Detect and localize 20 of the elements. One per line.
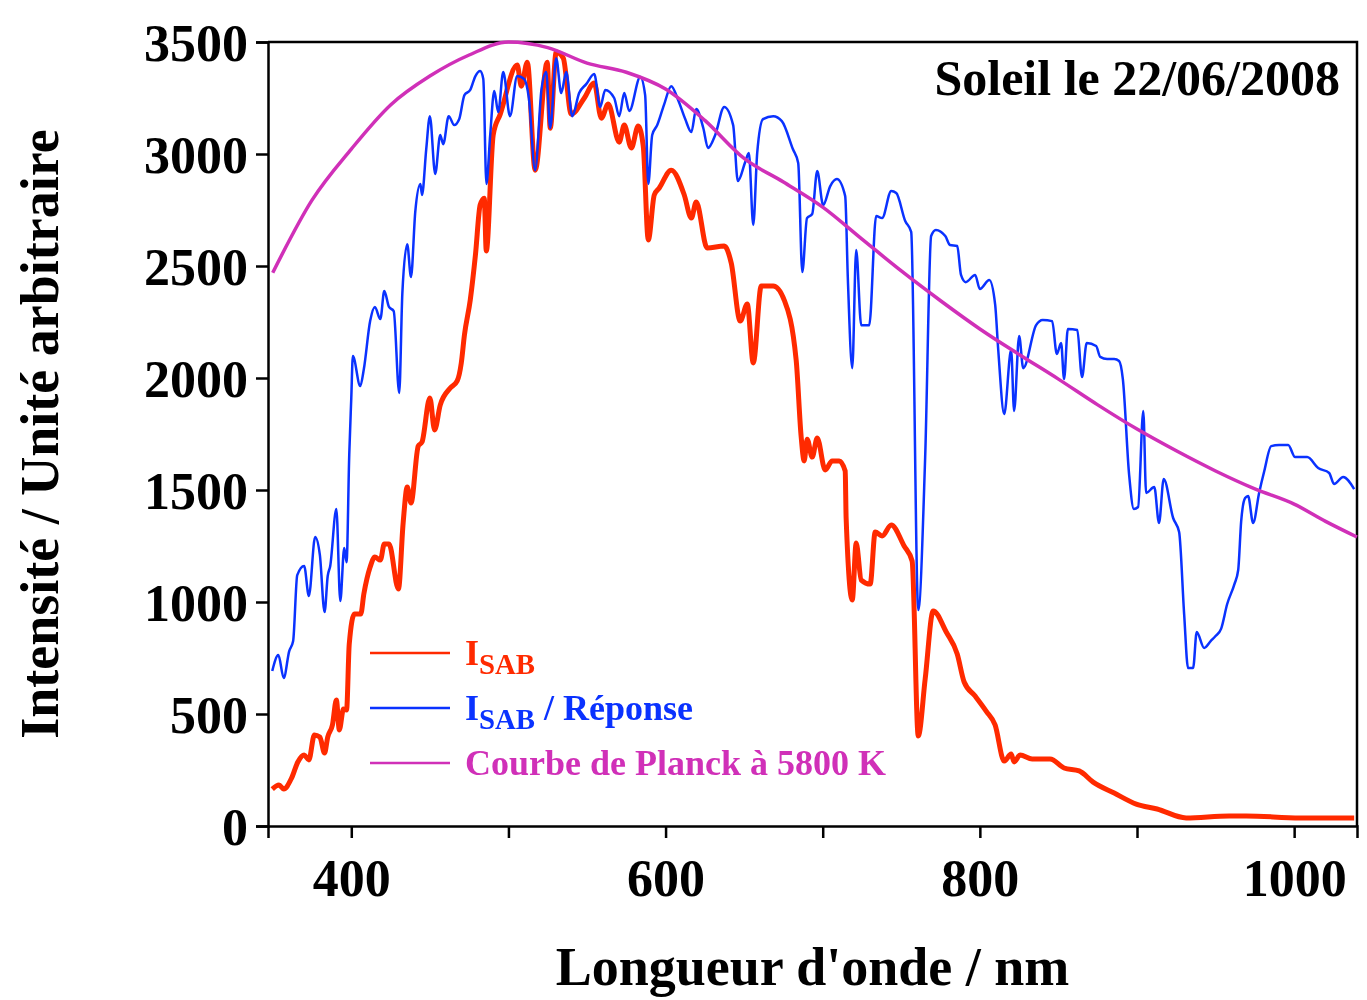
legend-label: Courbe de Planck à 5800 K <box>465 743 887 783</box>
line-series <box>270 40 1359 539</box>
y-axis-title: Intensité / Unité arbitraire <box>10 129 70 739</box>
x-tick-label: 600 <box>627 849 706 907</box>
y-tick-label: 2000 <box>144 350 248 408</box>
x-tick-label: 800 <box>941 849 1020 907</box>
legend-label: I$_{SAB}$ / Réponse <box>465 688 694 735</box>
x-tick-label: 1000 <box>1242 849 1347 907</box>
y-tick-label: 1500 <box>144 462 248 520</box>
y-tick-label: 0 <box>222 798 248 856</box>
y-tick-label: 2500 <box>144 238 248 296</box>
x-axis-title: Longueur d'onde / nm <box>555 937 1070 997</box>
x-tick-label: 400 <box>312 849 391 907</box>
y-tick-label: 3000 <box>144 126 248 184</box>
annotation: Soleil le 22/06/2008 <box>934 50 1340 106</box>
y-tick-label: 1000 <box>144 574 248 632</box>
y-tick-label: 3500 <box>144 14 248 72</box>
y-tick-label: 500 <box>170 686 248 744</box>
line-series <box>270 56 1356 680</box>
legend-label: I$_{SAB}$ <box>465 633 536 680</box>
